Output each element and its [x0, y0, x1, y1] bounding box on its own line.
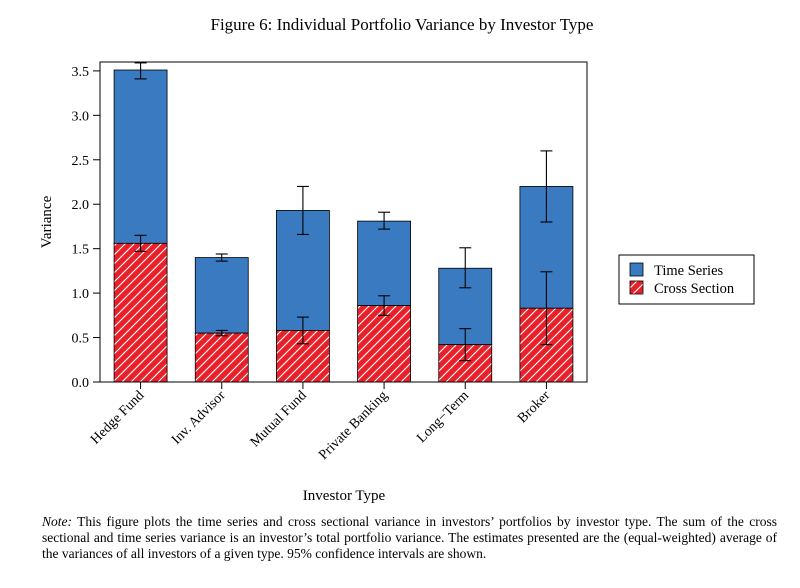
y-tick-label: 1.0 — [72, 287, 90, 302]
y-tick-label: 1.5 — [72, 243, 90, 258]
bar-cross-section — [194, 332, 249, 383]
error-bar-total — [296, 185, 309, 235]
bar-time-series — [113, 69, 168, 244]
x-axis-label: Investor Type — [303, 488, 386, 504]
chart-title: Figure 6: Individual Portfolio Variance … — [211, 15, 594, 34]
error-bar-total — [378, 211, 391, 230]
error-bar-total — [134, 62, 147, 80]
y-tick-label: 0.0 — [72, 376, 90, 391]
y-tick-label: 0.5 — [72, 332, 90, 347]
error-bar-cross-section — [296, 316, 309, 345]
y-tick-label: 3.5 — [72, 65, 90, 80]
y-tick-label: 3.0 — [72, 109, 90, 124]
bar-cross-section — [438, 344, 493, 383]
bar-time-series — [357, 220, 411, 306]
x-tick-label: Mutual Fund — [248, 388, 310, 450]
x-tick-label: Broker — [515, 388, 553, 426]
error-bar-total — [540, 150, 553, 223]
legend-label: Cross Section — [654, 281, 735, 297]
plot-frame — [99, 61, 588, 383]
x-tick-label: Long−Term — [414, 388, 472, 446]
error-bar-cross-section — [459, 328, 472, 362]
note-label: Note: — [42, 514, 72, 529]
error-bar-cross-section — [378, 295, 391, 316]
legend-swatch — [629, 280, 644, 295]
error-bar-total — [215, 253, 228, 262]
note-text: This figure plots the time series and cr… — [42, 514, 777, 561]
error-bar-cross-section — [134, 234, 147, 252]
bar-cross-section — [113, 242, 168, 383]
figure-note: Note: This figure plots the time series … — [42, 514, 777, 562]
y-tick-label: 2.5 — [72, 154, 90, 169]
bar-time-series — [194, 257, 249, 334]
x-tick-label: Private Banking — [316, 388, 391, 463]
legend: Time Series Cross Section — [618, 254, 755, 305]
x-tick-label: Hedge Fund — [88, 388, 147, 447]
y-tick-label: 2.0 — [72, 198, 90, 213]
error-bar-cross-section — [215, 329, 228, 337]
error-bar-cross-section — [540, 271, 553, 346]
error-bar-total — [459, 247, 472, 289]
bar-cross-section — [357, 305, 411, 383]
legend-swatch — [629, 262, 644, 277]
legend-label: Time Series — [654, 263, 724, 279]
x-tick-label: Inv. Advisor — [169, 388, 229, 448]
y-axis-label: Variance — [39, 195, 55, 248]
